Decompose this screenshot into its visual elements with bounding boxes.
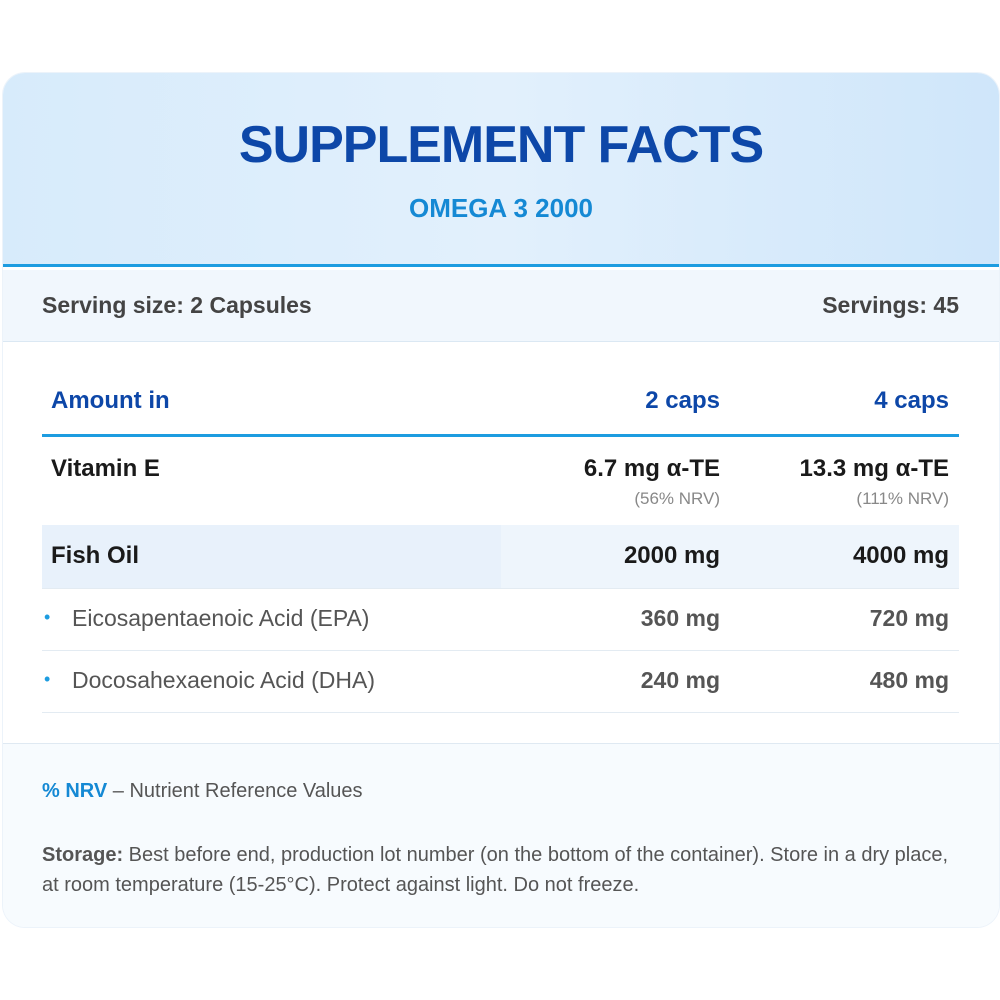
servings-count: Servings: 45: [822, 292, 959, 318]
table-row: Vitamin E 6.7 mg α-TE (56% NRV) 13.3 mg …: [42, 437, 959, 525]
column-header-amount: Amount in: [51, 387, 170, 414]
value-2-caps: 240 mg: [640, 667, 720, 693]
value-4-caps: 480 mg: [869, 667, 949, 693]
facts-table: Amount in 2 caps 4 caps Vitamin E 6.7 mg…: [42, 369, 959, 713]
serving-size: Serving size: 2 Capsules: [42, 292, 312, 318]
nutrient-name: Eicosapentaenoic Acid (EPA): [72, 605, 370, 631]
nrv-key: % NRV: [42, 780, 108, 802]
storage-text: Best before end, production lot number (…: [42, 844, 949, 896]
value-4-caps: 4000 mg: [852, 542, 949, 569]
storage-note: Storage: Best before end, production lot…: [42, 840, 962, 900]
table-header: Amount in 2 caps 4 caps: [42, 369, 959, 437]
column-header-2-caps: 2 caps: [645, 387, 720, 414]
value-4-caps: 13.3 mg α-TE: [799, 455, 949, 482]
nrv-2-caps: (56% NRV): [634, 489, 720, 508]
page-title: SUPPLEMENT FACTS: [238, 116, 764, 174]
value-2-caps: 360 mg: [640, 605, 720, 631]
table-row: • Eicosapentaenoic Acid (EPA) 360 mg 720…: [42, 589, 959, 651]
nutrient-name: Docosahexaenoic Acid (DHA): [72, 667, 375, 693]
column-header-4-caps: 4 caps: [874, 387, 949, 414]
table-row: • Docosahexaenoic Acid (DHA) 240 mg 480 …: [42, 651, 959, 713]
nrv-4-caps: (111% NRV): [856, 489, 949, 508]
serving-info: Serving size: 2 Capsules Servings: 45: [3, 270, 999, 342]
bullet-icon: •: [44, 669, 51, 689]
storage-label: Storage:: [42, 844, 124, 866]
nutrient-name: Vitamin E: [51, 455, 160, 482]
value-2-caps: 6.7 mg α-TE: [583, 455, 720, 482]
value-4-caps: 720 mg: [869, 605, 949, 631]
row-highlight: [42, 525, 501, 588]
value-2-caps: 2000 mg: [623, 542, 720, 569]
nrv-description: – Nutrient Reference Values: [107, 780, 363, 802]
table-row: Fish Oil 2000 mg 4000 mg: [42, 525, 959, 589]
footer-notes: % NRV – Nutrient Reference Values Storag…: [3, 743, 999, 927]
bullet-icon: •: [44, 607, 51, 627]
header: SUPPLEMENT FACTS OMEGA 3 2000: [3, 73, 999, 267]
nrv-legend: % NRV – Nutrient Reference Values: [42, 780, 363, 803]
nutrient-name: Fish Oil: [51, 542, 140, 569]
supplement-facts-card: SUPPLEMENT FACTS OMEGA 3 2000 Serving si…: [3, 73, 999, 927]
product-name: OMEGA 3 2000: [408, 193, 593, 223]
